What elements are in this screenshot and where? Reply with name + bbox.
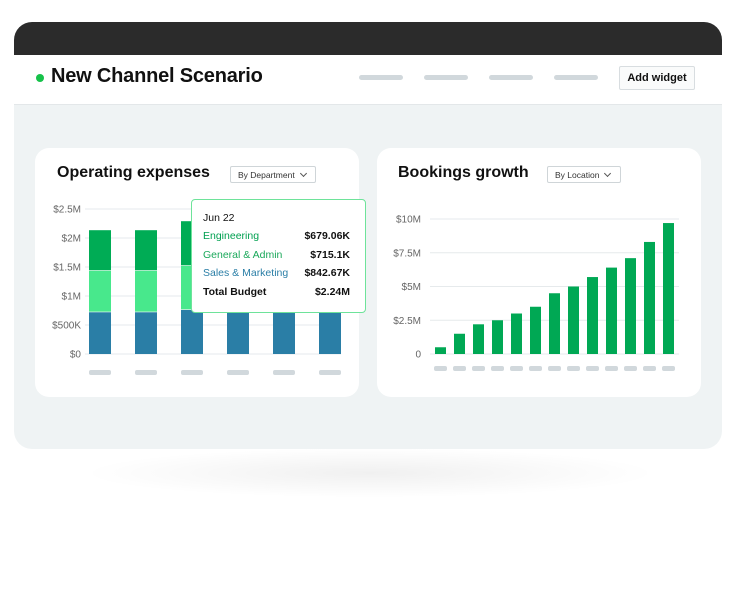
x-tick-label [529, 366, 542, 371]
x-tick-label [662, 366, 675, 371]
bar-segment [181, 309, 203, 354]
x-tick-label [472, 366, 485, 371]
bar [625, 258, 636, 354]
department-dropdown-label: By Department [238, 170, 295, 180]
y-tick-label: $2.5M [393, 316, 421, 327]
bar-segment [135, 270, 157, 312]
status-dot-icon [36, 74, 44, 82]
bar [454, 333, 465, 354]
bar-segment [89, 312, 111, 354]
tooltip-label: Total Budget [203, 286, 267, 298]
tooltip-value: $679.06K [304, 230, 350, 242]
y-tick-label: $0 [70, 350, 82, 361]
x-tick-label [605, 366, 618, 371]
y-tick-label: $1.5M [53, 263, 81, 274]
tooltip-label: General & Admin [203, 249, 283, 261]
tooltip-label: Sales & Marketing [203, 267, 289, 279]
y-tick-label: $7.5M [393, 248, 421, 259]
bar [568, 286, 579, 354]
bar [549, 293, 560, 354]
bar-segment [89, 230, 111, 271]
tooltip-row-total: Total Budget $2.24M [203, 286, 350, 300]
opex-tooltip: Jun 22 Engineering $679.06K General & Ad… [191, 199, 366, 313]
nav-placeholder-2[interactable] [424, 75, 468, 80]
bar-segment [273, 312, 295, 354]
tooltip-value: $2.24M [314, 286, 350, 298]
x-tick-label [586, 366, 599, 371]
y-tick-label: $1M [62, 292, 81, 303]
tooltip-row-sales-marketing: Sales & Marketing $842.67K [203, 267, 350, 281]
bookings-growth-card: Bookings growth By Location 0 $2.5M $5M $7.… [377, 148, 701, 397]
x-tick-label [319, 370, 341, 375]
y-tick-label: $2.5M [53, 205, 81, 216]
bar-segment [135, 230, 157, 271]
tooltip-label: Engineering [203, 230, 260, 242]
operating-expenses-title: Operating expenses [57, 164, 210, 181]
bar [644, 241, 655, 354]
x-tick-label [548, 366, 561, 371]
location-dropdown-label: By Location [555, 170, 600, 180]
y-tick-label: $500K [52, 321, 81, 332]
x-tick-label [89, 370, 111, 375]
y-tick-label: 0 [415, 350, 421, 361]
add-widget-button[interactable]: Add widget [619, 66, 695, 90]
page-header: New Channel Scenario Add widget [14, 55, 722, 105]
bar [492, 320, 503, 354]
y-tick-label: $5M [402, 282, 421, 293]
x-tick-label [453, 366, 466, 371]
tooltip-value: $715.1K [310, 249, 350, 261]
bar-segment [89, 270, 111, 312]
y-tick-label: $2M [62, 234, 81, 245]
nav-placeholder-4[interactable] [554, 75, 598, 80]
title-bar [14, 22, 722, 55]
bar [587, 277, 598, 354]
x-tick-label [273, 370, 295, 375]
tooltip-row-engineering: Engineering $679.06K [203, 230, 350, 244]
x-tick-label [491, 366, 504, 371]
bar [473, 324, 484, 354]
bar [511, 313, 522, 354]
nav-placeholder-3[interactable] [489, 75, 533, 80]
tooltip-date-row: Jun 22 [203, 212, 350, 226]
bar [663, 223, 674, 354]
x-tick-label [643, 366, 656, 371]
bar [530, 306, 541, 354]
x-tick-label [567, 366, 580, 371]
tooltip-date: Jun 22 [203, 212, 235, 224]
bar [435, 347, 446, 354]
tooltip-value: $842.67K [304, 267, 350, 279]
window-shadow [80, 448, 660, 498]
bookings-growth-chart: 0 $2.5M $5M $7.5M $10M [393, 215, 679, 371]
x-tick-label [181, 370, 203, 375]
page-title: New Channel Scenario [51, 65, 263, 87]
department-dropdown[interactable]: By Department [230, 166, 316, 183]
x-tick-label [434, 366, 447, 371]
bookings-growth-title: Bookings growth [398, 164, 529, 181]
x-tick-label [135, 370, 157, 375]
bar-segment [319, 312, 341, 354]
x-tick-label [624, 366, 637, 371]
bar-segment [135, 312, 157, 354]
x-tick-label [510, 366, 523, 371]
tooltip-row-general-admin: General & Admin $715.1K [203, 249, 350, 263]
bar-segment [227, 312, 249, 354]
x-tick-label [227, 370, 249, 375]
bar [606, 267, 617, 354]
location-dropdown[interactable]: By Location [547, 166, 621, 183]
nav-placeholder-1[interactable] [359, 75, 403, 80]
y-tick-label: $10M [396, 215, 421, 226]
